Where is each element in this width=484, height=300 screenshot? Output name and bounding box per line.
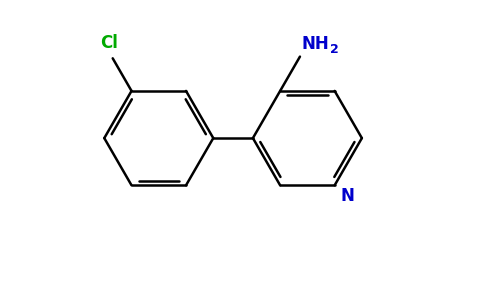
Text: Cl: Cl bbox=[100, 34, 118, 52]
Text: N: N bbox=[341, 187, 354, 205]
Text: NH: NH bbox=[302, 34, 330, 52]
Text: 2: 2 bbox=[330, 43, 338, 56]
